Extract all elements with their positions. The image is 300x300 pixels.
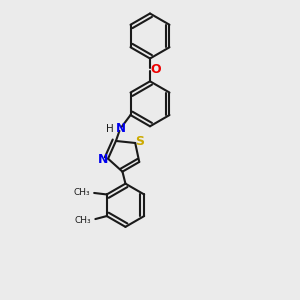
Text: CH₃: CH₃	[74, 216, 91, 225]
Text: H: H	[106, 124, 113, 134]
Text: O: O	[150, 63, 161, 76]
Text: CH₃: CH₃	[73, 188, 90, 197]
Text: S: S	[136, 135, 145, 148]
Text: N: N	[98, 153, 108, 166]
Text: N: N	[116, 122, 125, 135]
